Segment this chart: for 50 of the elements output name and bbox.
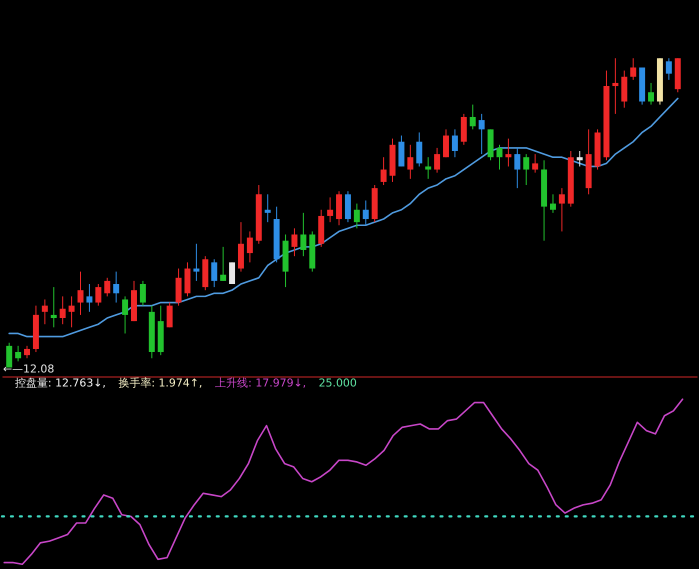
candlestick xyxy=(612,58,618,114)
candlestick xyxy=(380,156,387,186)
candlestick xyxy=(193,243,200,282)
candlestick xyxy=(452,128,458,158)
candlestick xyxy=(558,188,565,232)
candlestick xyxy=(327,196,334,223)
text: 25.000 xyxy=(318,376,357,390)
candlestick xyxy=(630,58,636,80)
candlestick xyxy=(443,128,449,158)
candlestick xyxy=(300,212,306,257)
candlestick xyxy=(648,82,654,106)
candlestick xyxy=(246,230,253,263)
candlestick xyxy=(416,132,422,167)
candlestick xyxy=(42,298,48,325)
candlestick xyxy=(291,228,298,257)
candlestick xyxy=(425,156,432,180)
text: 换手率: 1.974↑, xyxy=(118,376,202,390)
candlestick xyxy=(15,345,22,362)
candlestick xyxy=(354,203,360,229)
candlestick xyxy=(211,258,218,288)
candlestick xyxy=(505,138,512,167)
candlestick xyxy=(140,280,146,306)
candlestick xyxy=(362,200,369,226)
candlestick xyxy=(666,58,672,80)
candlestick xyxy=(122,296,128,334)
candlestick xyxy=(95,283,102,306)
candlestick xyxy=(434,147,440,174)
candlestick xyxy=(576,150,583,167)
annotation: ←—12.08 xyxy=(2,362,54,376)
text: 上升线: 17.979↓, xyxy=(215,376,306,390)
candlestick xyxy=(113,271,120,304)
candlestick xyxy=(496,144,502,170)
candlestick xyxy=(264,194,271,223)
candlestick xyxy=(68,296,75,328)
candlestick xyxy=(532,154,538,174)
candlestick xyxy=(478,113,485,155)
candlestick xyxy=(104,277,110,297)
candlestick xyxy=(78,271,84,316)
candlestick xyxy=(229,262,236,284)
candlestick xyxy=(220,246,226,282)
candlestick xyxy=(523,154,530,186)
candlestick xyxy=(470,104,476,130)
candlestick xyxy=(86,283,92,312)
candlestick xyxy=(550,194,556,214)
candlestick xyxy=(60,296,66,325)
candlestick xyxy=(407,144,414,180)
candlestick xyxy=(24,345,30,359)
candlestick xyxy=(166,302,173,328)
candlestick xyxy=(514,147,520,189)
text: 控盘量: 12.763↓, xyxy=(14,376,106,390)
